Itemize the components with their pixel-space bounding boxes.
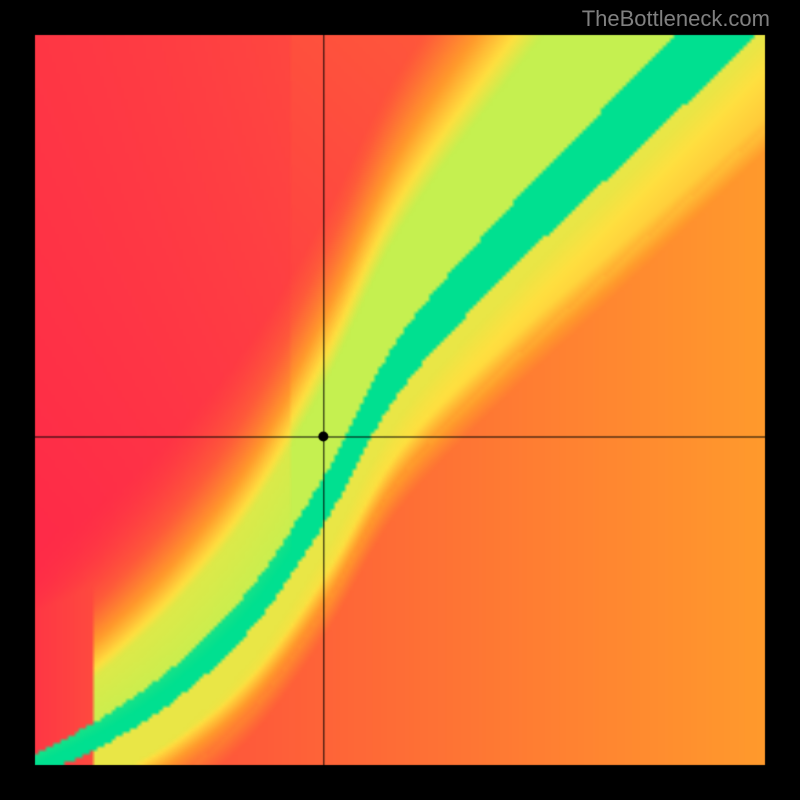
watermark-label: TheBottleneck.com <box>582 6 770 32</box>
bottleneck-heatmap <box>0 0 800 800</box>
